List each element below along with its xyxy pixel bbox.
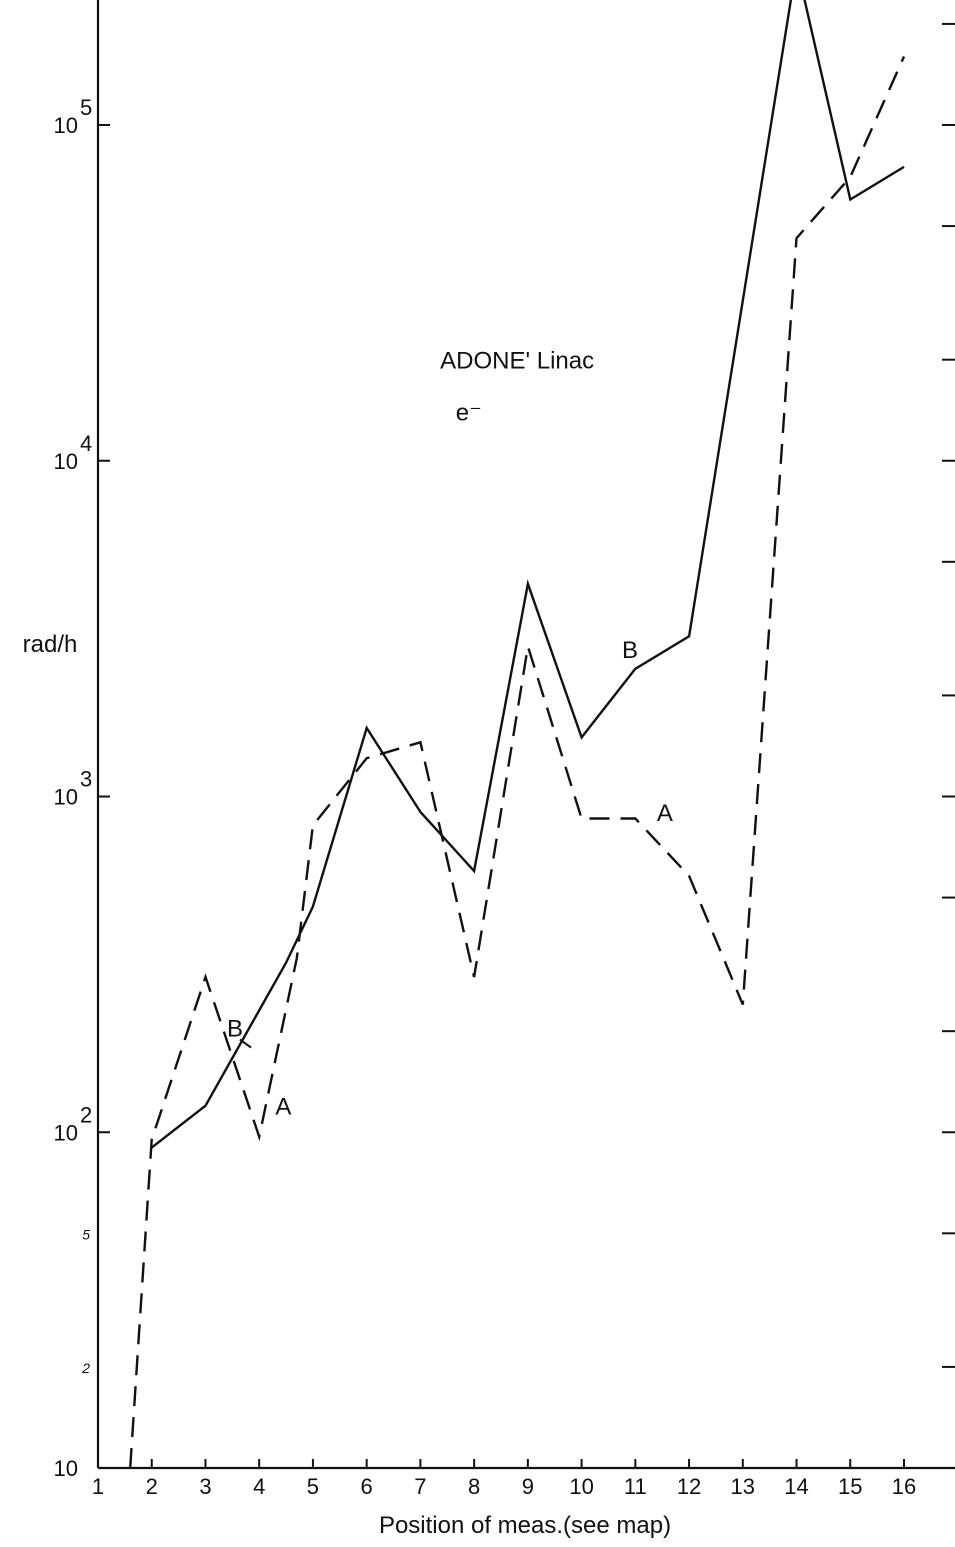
series-lines [129, 0, 906, 1469]
y-tick-sup-100000: 5 [80, 95, 92, 120]
y-tick-sup-10000: 4 [80, 431, 92, 456]
series-line-B [150, 0, 905, 1149]
x-tick-label-10: 10 [569, 1474, 593, 1499]
axes [96, 0, 955, 1470]
y-tick-label-10000: 10 [54, 449, 78, 474]
y-tick-label-100000: 10 [54, 113, 78, 138]
y-tick-sup-100: 2 [80, 1102, 92, 1127]
x-tick-label-11: 11 [624, 1474, 647, 1499]
x-tick-label-16: 16 [892, 1474, 916, 1499]
y-tick-label-1000: 10 [54, 785, 78, 810]
x-tick-label-8: 8 [468, 1474, 480, 1499]
x-axis-title: Position of meas.(see map) [379, 1512, 671, 1539]
series-line-A [129, 56, 906, 1469]
x-tick-label-5: 5 [307, 1474, 319, 1499]
x-tick-label-7: 7 [414, 1474, 426, 1499]
b-pointer [239, 1038, 252, 1049]
series-label-B-0: B [227, 1016, 243, 1043]
x-tick-label-13: 13 [731, 1474, 755, 1499]
y-tick-label-100: 10 [54, 1120, 78, 1145]
x-tick-label-2: 2 [146, 1474, 158, 1499]
y-tick-label-50: 5 [82, 1226, 90, 1242]
x-tick-label-12: 12 [677, 1474, 701, 1499]
series-label-A-3: A [657, 800, 673, 827]
annotation-1: e⁻ [456, 400, 482, 427]
y-axis-title: rad/h [23, 631, 78, 658]
x-tick-label-1: 1 [92, 1474, 104, 1499]
labels: B A B A ADONE' Linac e⁻ [227, 348, 673, 1121]
x-tick-label-9: 9 [522, 1474, 534, 1499]
x-tick-label-4: 4 [253, 1474, 265, 1499]
annotation-0: ADONE' Linac [440, 348, 594, 375]
x-tick-label-14: 14 [784, 1474, 808, 1499]
series-label-A-1: A [275, 1094, 291, 1121]
x-tick-label-6: 6 [361, 1474, 373, 1499]
y-tick-label-10: 10 [54, 1456, 78, 1481]
x-tick-label-3: 3 [199, 1474, 211, 1499]
y-tick-label-20: 2 [81, 1360, 90, 1376]
x-tick-label-15: 15 [838, 1474, 862, 1499]
series-label-B-2: B [622, 637, 638, 664]
y-tick-sup-1000: 3 [80, 767, 92, 792]
